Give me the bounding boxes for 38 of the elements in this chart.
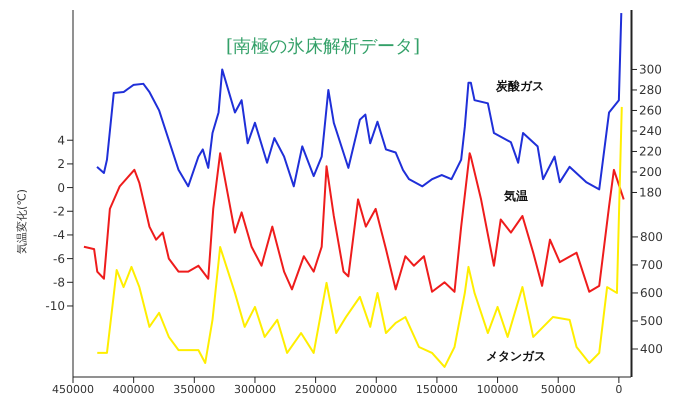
y-tick-label: -4 xyxy=(53,228,65,242)
y-tick-label: 2 xyxy=(57,157,65,172)
x-tick-label: 50000 xyxy=(540,382,576,396)
line-series xyxy=(82,152,625,293)
y2-tick-label: 300 xyxy=(639,62,662,77)
y2-tick-label: 180 xyxy=(639,186,662,200)
x-tick-label: 300000 xyxy=(234,382,276,396)
x-tick-label: 150000 xyxy=(416,382,458,396)
text: [南極の氷床解析データ] xyxy=(224,35,422,58)
y-axis-title: 気温変化(℃) xyxy=(14,188,30,256)
y-tick-label: -8 xyxy=(53,276,65,290)
series-label: 炭酸ガス xyxy=(496,78,544,95)
x-tick-label: 250000 xyxy=(294,382,337,396)
y2-tick-label: 260 xyxy=(639,104,662,118)
y-tick-label: 0 xyxy=(57,180,65,195)
x-tick-label: 0 xyxy=(615,382,622,396)
y-tick-label: -6 xyxy=(53,252,65,266)
y3-tick-label: 700 xyxy=(640,258,663,272)
series-label: 気温 xyxy=(504,188,528,205)
y3-tick-label: 800 xyxy=(640,230,663,244)
y3-tick-label: 400 xyxy=(640,342,663,356)
y3-tick-label: 500 xyxy=(640,314,663,328)
y-tick-label: -10 xyxy=(45,299,65,314)
x-tick-label: 100000 xyxy=(476,382,519,396)
x-tick-label: 350000 xyxy=(173,382,216,396)
line-series xyxy=(96,106,623,368)
y-tick-label: 4 xyxy=(57,133,65,148)
y2-tick-label: 240 xyxy=(639,124,662,138)
series-label: メタンガス xyxy=(486,348,546,365)
x-tick-label: 450000 xyxy=(52,382,94,396)
y-tick-label: -2 xyxy=(53,204,65,219)
y2-tick-label: 220 xyxy=(639,144,662,159)
x-tick-label: 400000 xyxy=(112,382,155,396)
line-series xyxy=(96,12,622,190)
x-tick-label: 200000 xyxy=(355,382,398,396)
y3-tick-label: 600 xyxy=(640,286,663,300)
y2-tick-label: 280 xyxy=(639,83,662,98)
y2-tick-label: 200 xyxy=(639,165,662,180)
